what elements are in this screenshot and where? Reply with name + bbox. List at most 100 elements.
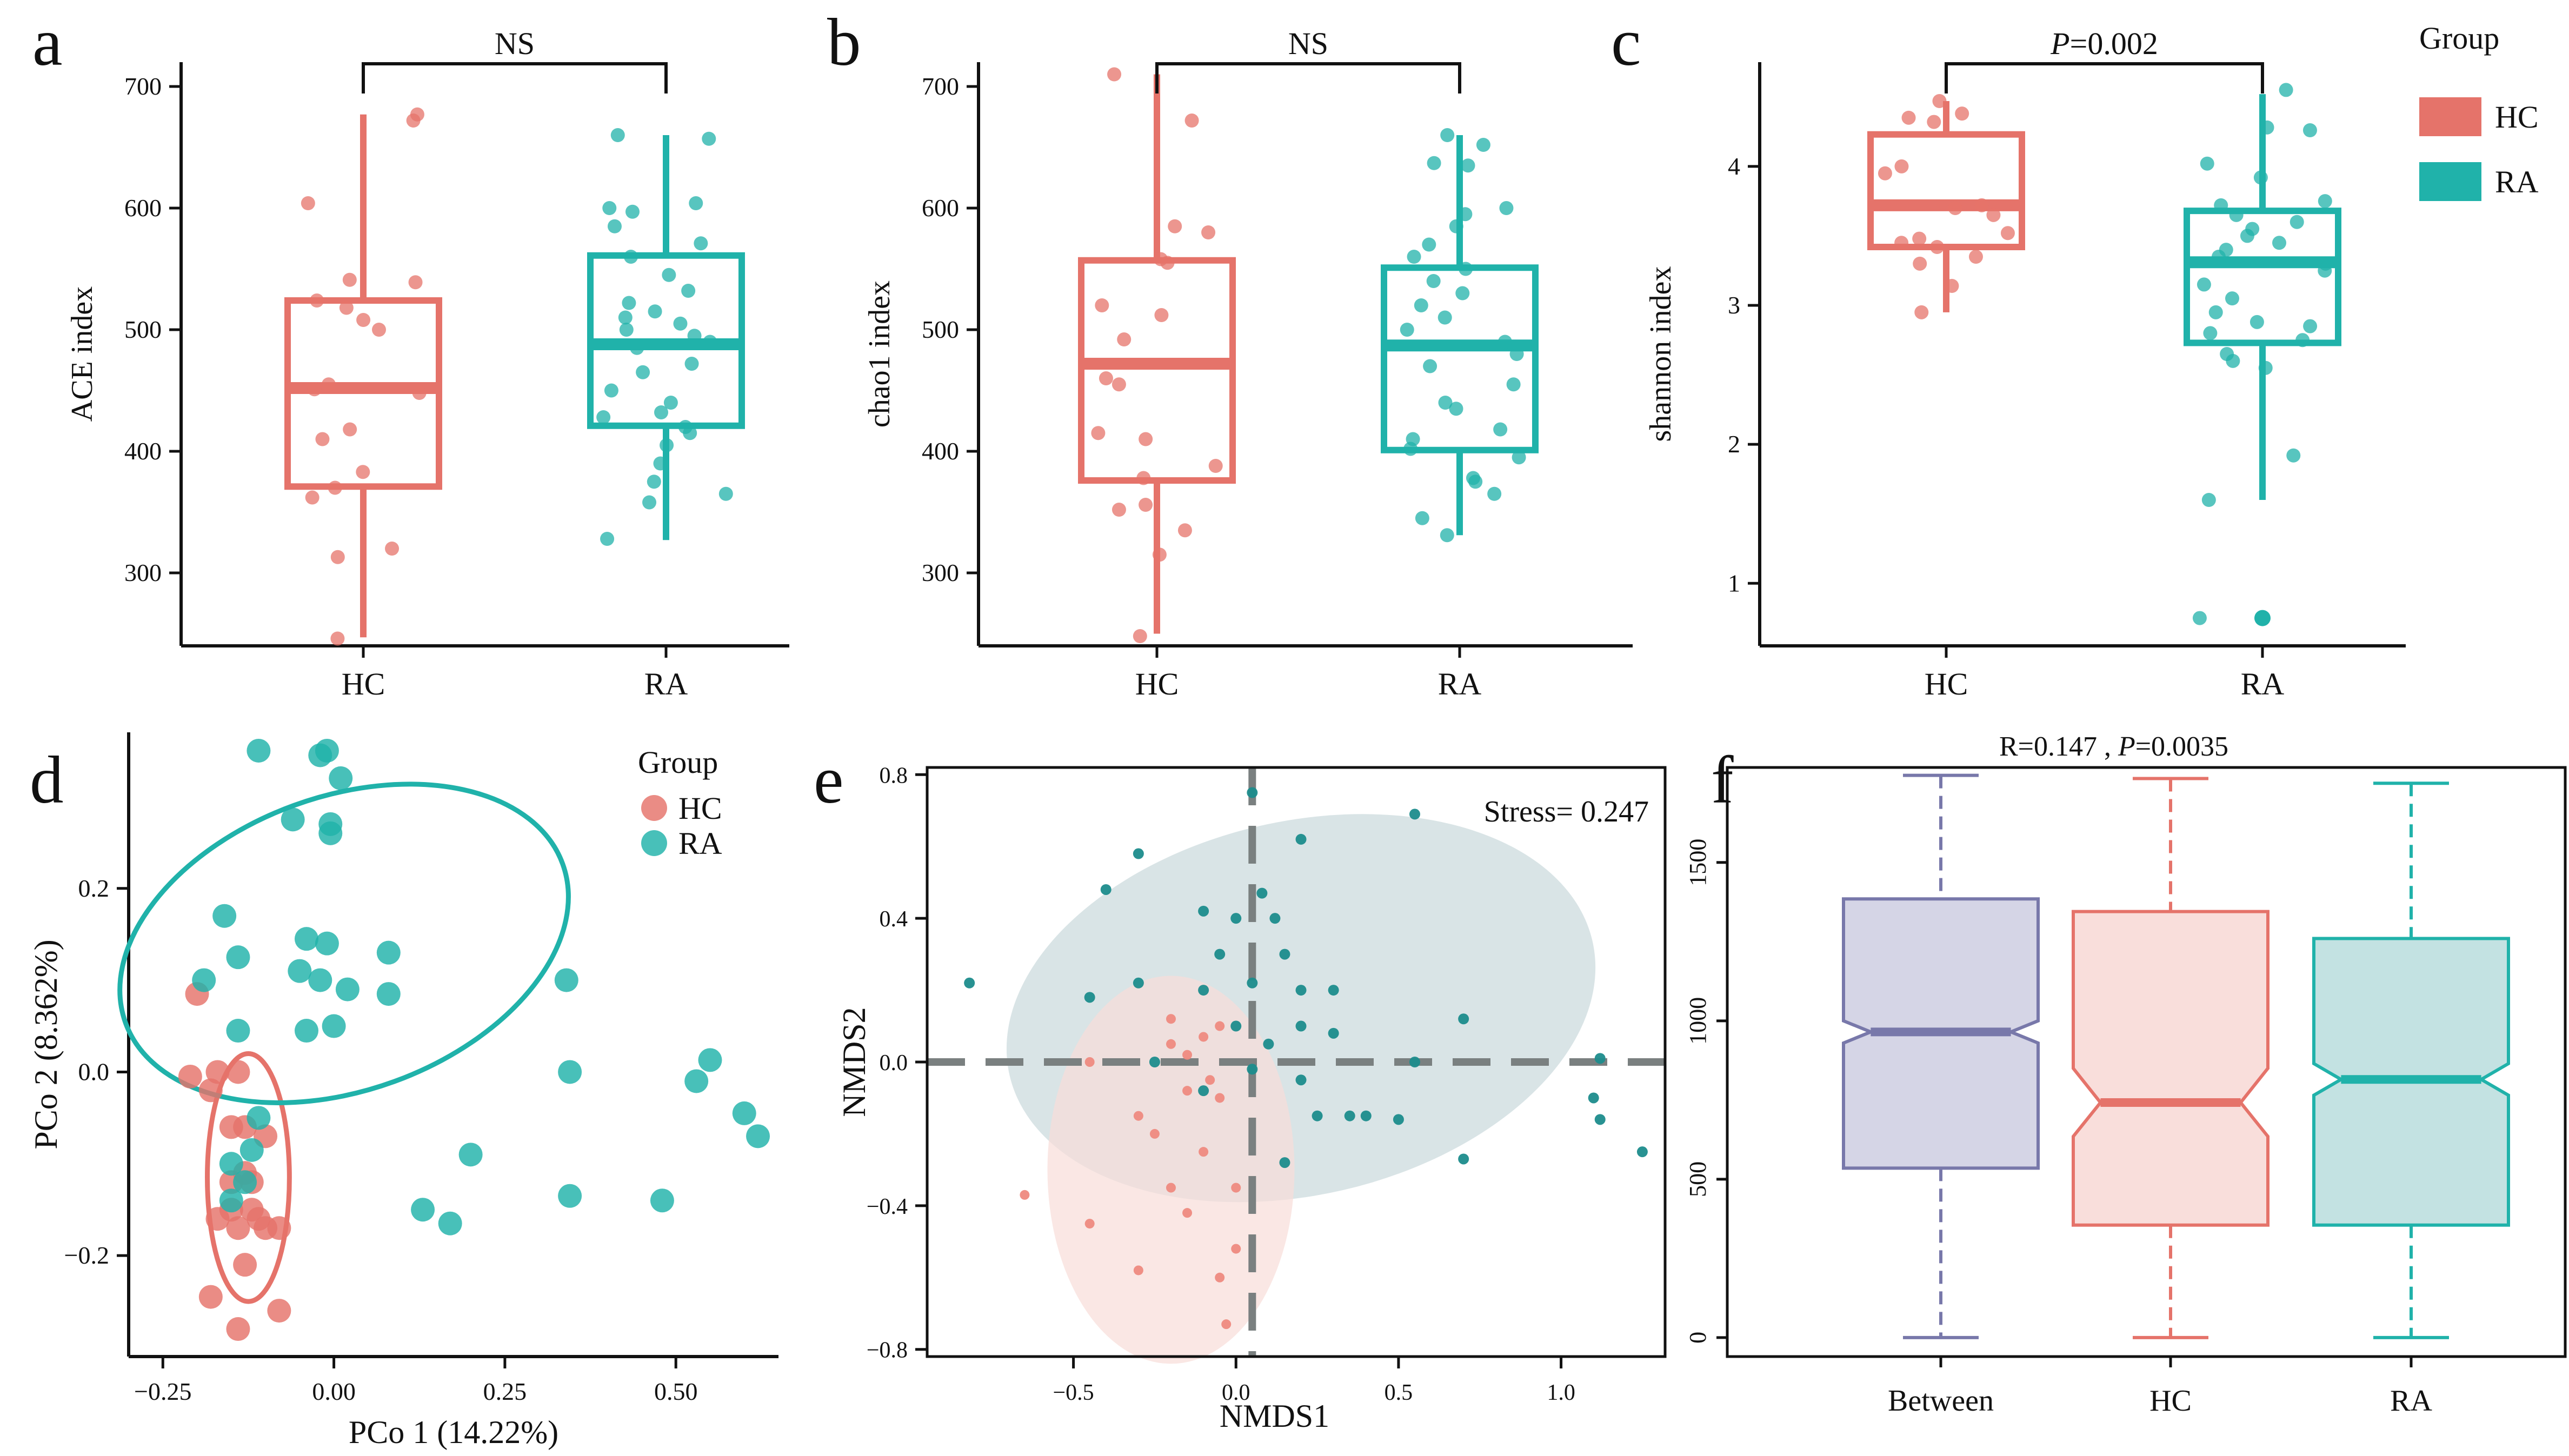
panel-c-y-tick-label: 3	[1728, 291, 1740, 319]
panel-d-legend-marker-HC	[641, 795, 667, 821]
p-value: =0.002	[2070, 26, 2158, 61]
panel-b-point-HC	[1117, 332, 1132, 346]
panel-a-point-RA	[687, 329, 702, 343]
panel-d-point-RA	[684, 1069, 709, 1093]
panel-c-point-RA	[2201, 493, 2216, 507]
panel-a-point-RA	[623, 250, 638, 264]
panel-a-point-HC	[301, 196, 315, 210]
panel-e-point-RA	[1344, 1110, 1355, 1121]
panel-a-point-HC	[310, 293, 324, 308]
panel-e-y-tick-label: −0.8	[867, 1338, 908, 1363]
panel-d-point-RA	[315, 738, 339, 763]
panel-a-point-HC	[385, 542, 400, 556]
panel-e-point-RA	[1328, 1027, 1339, 1039]
panel-d-point-RA	[281, 807, 305, 832]
panel-a-point-RA	[684, 357, 699, 371]
panel-c-point-RA	[2318, 194, 2332, 209]
panel-d-point-RA	[226, 1019, 250, 1043]
panel-e-point-RA	[964, 977, 975, 989]
panel-b-point-HC	[1168, 219, 1182, 233]
panel-b-point-HC	[1133, 629, 1147, 643]
panel-a-point-RA	[618, 310, 633, 325]
panel-a-point-HC	[305, 490, 320, 505]
panel-b-point-RA	[1499, 201, 1514, 215]
panel-d-point-RA	[458, 1143, 483, 1167]
panel-d-point-RA	[308, 968, 332, 992]
panel-c-point-HC	[1878, 166, 1892, 181]
panel-e-point-HC	[1084, 1219, 1095, 1229]
panel-b-point-RA	[1427, 156, 1441, 170]
panel-c-point-RA	[2302, 123, 2317, 137]
panel-b-point-RA	[1449, 402, 1463, 416]
panel-b-point-RA	[1455, 286, 1470, 300]
panel-e-point-HC	[1205, 1075, 1215, 1085]
panel-c-box-RA	[2184, 208, 2341, 346]
panel-e-point-RA	[1409, 809, 1420, 820]
panel-e-point-HC	[1020, 1190, 1030, 1200]
panel-b-point-RA	[1487, 486, 1502, 501]
panel-d-x-tick-label: 0.25	[483, 1378, 527, 1405]
panel-d-point-HC	[226, 1060, 250, 1084]
panel-a-point-RA	[689, 196, 703, 210]
panel-c-y-tick-label: 4	[1728, 152, 1740, 180]
panel-a-point-HC	[330, 631, 345, 646]
panel-c-point-RA	[2211, 250, 2226, 264]
panel-e-point-HC	[1149, 1128, 1160, 1139]
panel-d-point-RA	[746, 1124, 770, 1148]
panel-c-point-HC	[1894, 159, 1909, 173]
panel-e-point-RA	[1295, 1020, 1307, 1032]
panel-f-x-tick-label: RA	[2390, 1384, 2432, 1418]
panel-b-point-RA	[1461, 158, 1475, 173]
panel-e-point-HC	[1221, 1319, 1232, 1330]
panel-f-y-tick-label: 0	[1685, 1332, 1711, 1344]
panel-e-point-RA	[1084, 992, 1095, 1003]
panel-a-point-RA	[619, 323, 634, 337]
panel-c-point-RA	[2290, 215, 2304, 229]
panel-c-y-tick-label: 2	[1728, 430, 1740, 458]
panel-b-point-RA	[1509, 347, 1524, 361]
panel-f-x-tick-label: HC	[2149, 1384, 2192, 1418]
panel-b-y-tick-label: 300	[922, 559, 959, 586]
panel-a: a 300 400 500 600 700 ACE index HC RA NS	[32, 5, 789, 702]
panel-e-point-RA	[1230, 913, 1242, 924]
panel-a-point-HC	[408, 275, 423, 290]
panel-a-point-RA	[654, 405, 669, 419]
panel-b-point-RA	[1426, 274, 1441, 288]
panel-b-point-RA	[1440, 128, 1455, 142]
panel-f-y-tick-label: 1000	[1685, 997, 1711, 1045]
panel-c-point-HC	[1912, 231, 1927, 246]
panel-f-box-HC	[2072, 910, 2269, 1227]
panel-c-point-RA	[2203, 326, 2218, 340]
panel-a-point-RA	[622, 296, 636, 310]
panel-e-y-tick-label: 0.8	[880, 763, 908, 788]
panel-a-point-RA	[604, 383, 618, 398]
panel-e-ylabel: NMDS2	[836, 1007, 872, 1117]
legend-top-title: Group	[2419, 21, 2499, 56]
panel-a-point-HC	[343, 422, 357, 437]
panel-a-y-tick-label: 300	[124, 559, 162, 586]
panel-c-point-RA	[2303, 319, 2318, 333]
panel-c-point-HC	[1901, 110, 1916, 125]
panel-e-y-tick-label: 0.0	[880, 1051, 908, 1076]
panel-a-point-HC	[410, 107, 424, 122]
panel-c-point-HC	[2000, 226, 2015, 241]
panel-d: d −0.25 0.00 0.25 0.50 −0.2 0.0 0.2 PCo 1 (14.22…	[28, 732, 778, 1450]
panel-c-point-HC	[1932, 94, 1947, 108]
panel-e-x-tick-label: 0.5	[1385, 1380, 1413, 1405]
panel-e-point-RA	[1279, 949, 1290, 960]
panel-b-point-RA	[1415, 511, 1429, 525]
panel-e-point-HC	[1166, 1039, 1176, 1049]
panel-c-point-RA	[2225, 291, 2239, 306]
panel-e-y-tick-label: 0.4	[880, 907, 908, 932]
panel-a-point-RA	[596, 410, 611, 424]
panel-b-point-RA	[1414, 298, 1428, 312]
panel-d-point-HC	[198, 1078, 223, 1103]
panel-a-point-RA	[600, 532, 615, 546]
panel-d-y-tick-label: −0.2	[64, 1241, 109, 1269]
panel-c-point-RA	[2272, 236, 2287, 250]
panel-e-point-HC	[1199, 1032, 1209, 1042]
panel-f-title: R=0.147 , P=0.0035	[1999, 731, 2228, 762]
panel-e-point-RA	[1594, 1053, 1606, 1064]
panel-a-point-RA	[625, 204, 640, 219]
panel-e-xlabel: NMDS1	[1220, 1398, 1329, 1434]
